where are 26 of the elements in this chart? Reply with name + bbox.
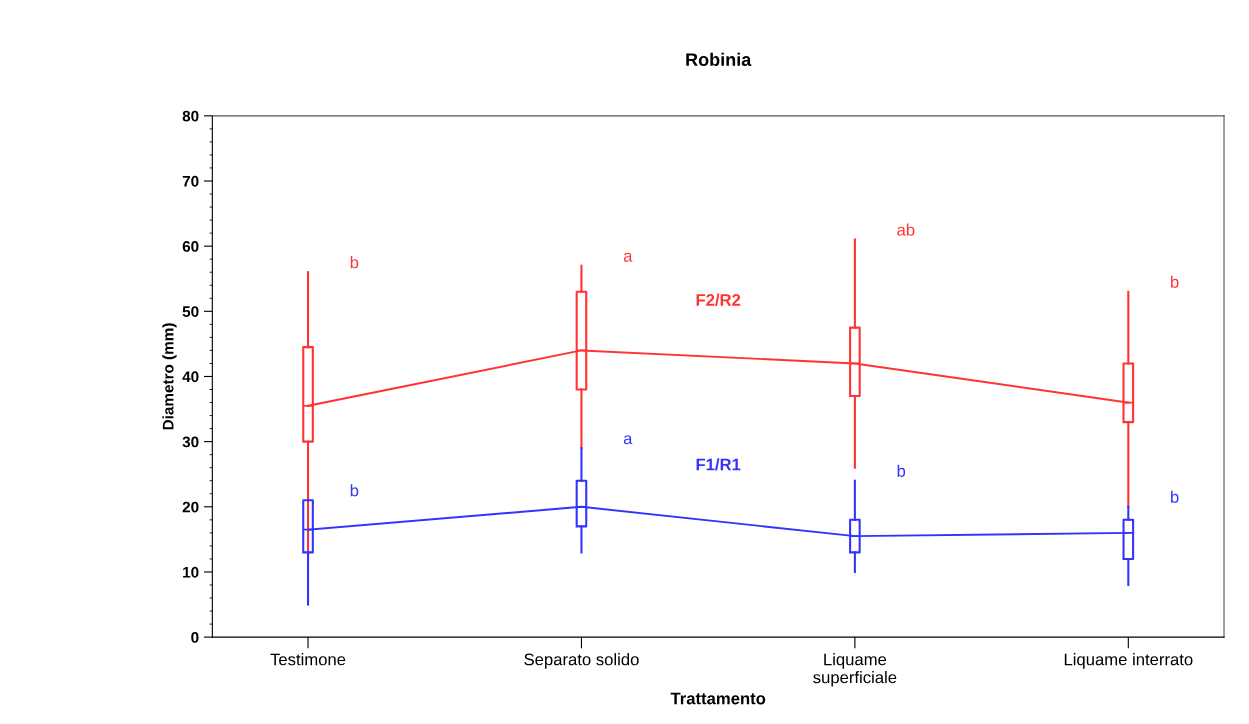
annotation: b <box>1171 490 1179 503</box>
text: F1/R1 <box>696 458 741 471</box>
x-tick-label: Separato solido <box>524 653 639 669</box>
y-tick-label: 20 <box>182 501 199 513</box>
y-tick-label: 80 <box>182 110 199 122</box>
y-tick-label: 0 <box>191 631 199 643</box>
annotation: b <box>1171 275 1179 288</box>
y-tick-label: 40 <box>182 371 199 383</box>
y-tick-label: 50 <box>182 306 199 318</box>
annotation: b <box>350 484 359 497</box>
annotation: ab <box>897 223 915 236</box>
x-tick-label: Testimone <box>270 653 346 666</box>
chart-title: Robinia <box>686 52 752 67</box>
y-tick-label: 60 <box>182 241 199 252</box>
x-tick-label: Liquame superficiale <box>813 653 897 687</box>
y-axis-title: Diametro (mm) <box>162 323 177 430</box>
y-tick-label: 70 <box>182 175 199 187</box>
annotation: b <box>350 256 359 269</box>
y-tick-label: 30 <box>182 436 199 448</box>
annotation: a <box>623 435 633 445</box>
text: F2/R2 <box>696 293 741 307</box>
x-tick-label: Liquame interrato <box>1064 653 1193 669</box>
annotation: a <box>623 252 633 262</box>
annotation: b <box>897 464 906 477</box>
x-axis-title: Trattamento <box>670 692 766 705</box>
y-tick-label: 10 <box>183 566 199 578</box>
